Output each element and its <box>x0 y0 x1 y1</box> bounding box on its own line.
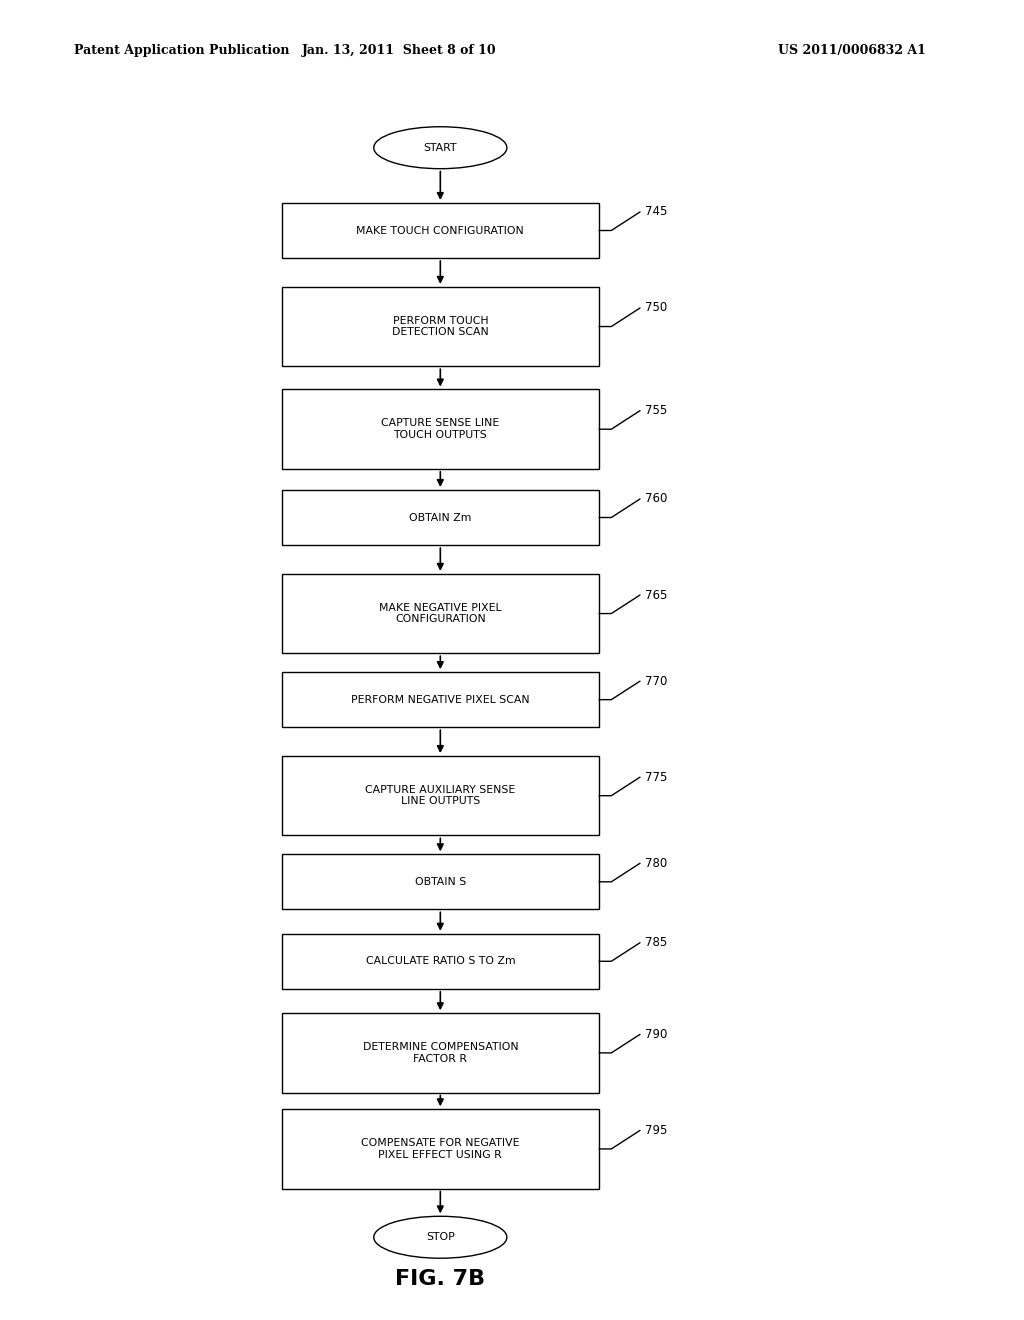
Text: 745: 745 <box>645 206 668 218</box>
Text: 755: 755 <box>645 404 668 417</box>
Text: MAKE TOUCH CONFIGURATION: MAKE TOUCH CONFIGURATION <box>356 226 524 235</box>
FancyBboxPatch shape <box>282 756 599 836</box>
Text: PERFORM NEGATIVE PIXEL SCAN: PERFORM NEGATIVE PIXEL SCAN <box>351 694 529 705</box>
Text: OBTAIN Zm: OBTAIN Zm <box>410 512 471 523</box>
Text: START: START <box>424 143 457 153</box>
FancyBboxPatch shape <box>282 1109 599 1189</box>
Text: 765: 765 <box>645 589 668 602</box>
Text: 750: 750 <box>645 301 668 314</box>
Text: OBTAIN S: OBTAIN S <box>415 876 466 887</box>
Text: CAPTURE SENSE LINE
TOUCH OUTPUTS: CAPTURE SENSE LINE TOUCH OUTPUTS <box>381 418 500 440</box>
Text: 780: 780 <box>645 857 668 870</box>
Text: STOP: STOP <box>426 1233 455 1242</box>
Text: Jan. 13, 2011  Sheet 8 of 10: Jan. 13, 2011 Sheet 8 of 10 <box>302 44 497 57</box>
Text: PERFORM TOUCH
DETECTION SCAN: PERFORM TOUCH DETECTION SCAN <box>392 315 488 338</box>
FancyBboxPatch shape <box>282 574 599 653</box>
Ellipse shape <box>374 127 507 169</box>
Text: CALCULATE RATIO S TO Zm: CALCULATE RATIO S TO Zm <box>366 956 515 966</box>
Ellipse shape <box>374 1216 507 1258</box>
Text: US 2011/0006832 A1: US 2011/0006832 A1 <box>778 44 926 57</box>
Text: 760: 760 <box>645 492 668 506</box>
Text: 770: 770 <box>645 675 668 688</box>
Text: DETERMINE COMPENSATION
FACTOR R: DETERMINE COMPENSATION FACTOR R <box>362 1041 518 1064</box>
FancyBboxPatch shape <box>282 490 599 545</box>
Text: 775: 775 <box>645 771 668 784</box>
FancyBboxPatch shape <box>282 389 599 469</box>
Text: Patent Application Publication: Patent Application Publication <box>74 44 289 57</box>
Text: 790: 790 <box>645 1028 668 1041</box>
FancyBboxPatch shape <box>282 203 599 259</box>
Text: 785: 785 <box>645 936 668 949</box>
Text: CAPTURE AUXILIARY SENSE
LINE OUTPUTS: CAPTURE AUXILIARY SENSE LINE OUTPUTS <box>366 785 515 807</box>
Text: FIG. 7B: FIG. 7B <box>395 1270 485 1290</box>
FancyBboxPatch shape <box>282 286 599 366</box>
FancyBboxPatch shape <box>282 854 599 909</box>
FancyBboxPatch shape <box>282 933 599 989</box>
Text: MAKE NEGATIVE PIXEL
CONFIGURATION: MAKE NEGATIVE PIXEL CONFIGURATION <box>379 603 502 624</box>
Text: 795: 795 <box>645 1123 668 1137</box>
Text: COMPENSATE FOR NEGATIVE
PIXEL EFFECT USING R: COMPENSATE FOR NEGATIVE PIXEL EFFECT USI… <box>361 1138 519 1160</box>
FancyBboxPatch shape <box>282 1014 599 1093</box>
FancyBboxPatch shape <box>282 672 599 727</box>
